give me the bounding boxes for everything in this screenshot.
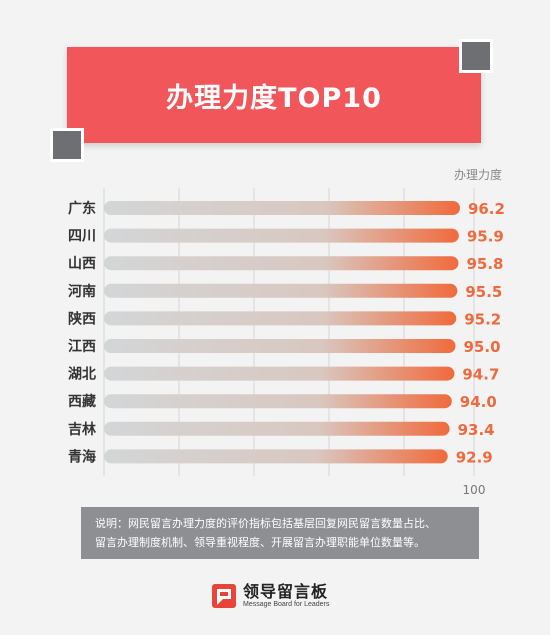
bar (104, 366, 455, 381)
bar (104, 283, 458, 298)
bar-chart: 办理力度 广东 96.2 四川 95.9 山西 95.8 河南 95.5 陕西 95.2 江西 95.… (68, 167, 505, 497)
bar (104, 201, 460, 215)
category-label: 山西 (68, 256, 96, 272)
note-line-1: 说明：网民留言办理力度的评价指标包括基层回复网民留言数量占比、 (95, 517, 436, 530)
category-label: 吉林 (68, 421, 96, 438)
decorative-square-bottom-left (50, 128, 84, 162)
value-label: 95.8 (466, 255, 503, 273)
value-label: 93.4 (458, 421, 495, 439)
value-label: 94.7 (462, 366, 499, 384)
category-label: 四川 (68, 229, 96, 245)
x-tick-max: 100 (463, 483, 486, 497)
value-label: 95.2 (464, 310, 501, 328)
bar (104, 311, 457, 326)
category-label: 西藏 (68, 393, 96, 410)
chart-title: 办理力度TOP10 (166, 82, 382, 114)
category-label: 陕西 (68, 310, 96, 327)
category-label: 河南 (68, 283, 96, 300)
value-label: 96.2 (468, 200, 505, 218)
value-label: 95.9 (467, 228, 504, 246)
value-label: 95.0 (464, 338, 501, 356)
brand-logo-icon (212, 584, 236, 608)
bar (104, 394, 452, 409)
note-box: 说明：网民留言办理力度的评价指标包括基层回复网民留言数量占比、 留言办理制度机制… (81, 507, 479, 559)
decorative-square-top-right (459, 39, 493, 73)
value-label: 94.0 (460, 393, 497, 411)
category-label: 广东 (68, 200, 96, 217)
brand-name: 领导留言板 (243, 582, 329, 601)
brand-footer: 领导留言板 Message Board for Leaders (211, 582, 329, 610)
category-label: 青海 (68, 448, 96, 465)
brand-subtitle: Message Board for Leaders (243, 601, 330, 608)
bar (104, 256, 459, 271)
category-label: 湖北 (68, 367, 96, 383)
title-banner: 办理力度TOP10 (67, 47, 481, 143)
category-label: 江西 (68, 338, 96, 355)
value-label: 92.9 (456, 448, 493, 466)
bar (104, 339, 456, 353)
value-axis-label: 办理力度 (454, 167, 502, 182)
note-line-2: 留言办理制度机制、领导重视程度、开展留言办理职能单位数量等。 (95, 536, 425, 549)
bar (104, 421, 450, 436)
bar (104, 449, 448, 464)
value-label: 95.5 (465, 283, 502, 301)
bar (104, 228, 459, 243)
bars: 广东 96.2 四川 95.9 山西 95.8 河南 95.5 陕西 95.2 江西 95.0 湖北 94… (68, 200, 505, 466)
